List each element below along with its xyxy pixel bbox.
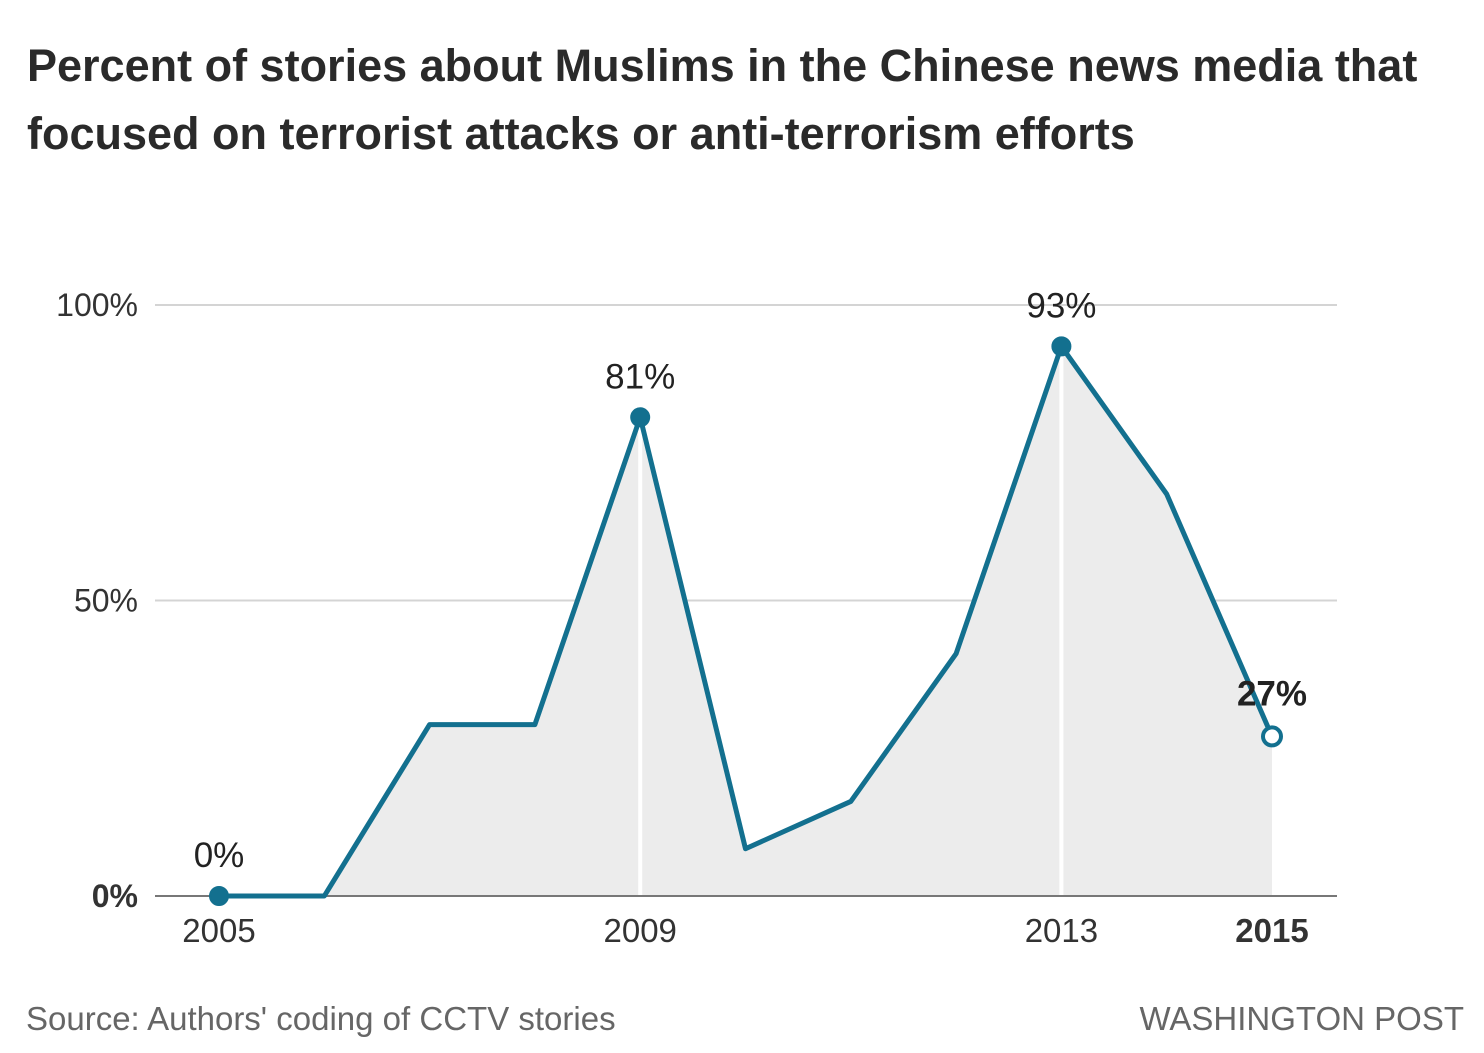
data-label: 93%: [1026, 286, 1096, 325]
y-tick-label: 50%: [74, 583, 138, 619]
area-fill: [219, 346, 1272, 896]
data-label: 0%: [194, 836, 245, 875]
source-note: Source: Authors' coding of CCTV stories: [26, 1000, 616, 1037]
data-point: [1051, 336, 1072, 357]
x-tick-label: 2005: [182, 912, 255, 949]
x-tick-label: 2009: [603, 912, 676, 949]
credit-label: WASHINGTON POST: [1139, 1000, 1464, 1037]
data-label: 27%: [1237, 674, 1307, 713]
chart-title: Percent of stories about Muslims in the …: [27, 40, 1418, 159]
y-tick-label: 0%: [92, 878, 138, 914]
y-tick-label: 100%: [56, 287, 138, 323]
series-line: [219, 343, 1275, 899]
data-point: [630, 407, 651, 428]
data-label: 81%: [605, 357, 675, 396]
x-tick-label: 2013: [1025, 912, 1098, 949]
x-tick-label: 2015: [1235, 912, 1308, 949]
data-point: [1261, 725, 1283, 748]
data-point: [209, 886, 229, 906]
